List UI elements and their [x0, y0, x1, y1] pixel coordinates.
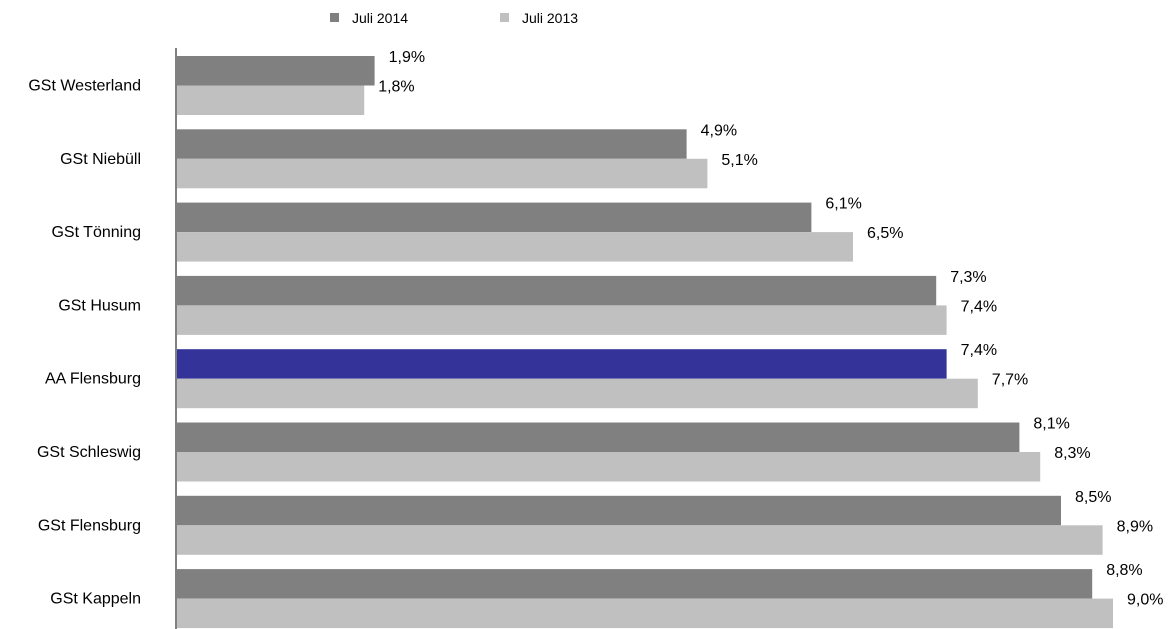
value-label-gst-westerland-juli-2014: 1,9%: [389, 49, 425, 66]
bar-gst-westerland-juli-2013: [177, 85, 365, 115]
bar-gst-toenning-juli-2013: [177, 232, 853, 262]
bar-gst-niebuell-juli-2014: [177, 129, 687, 159]
value-label-aa-flensburg-juli-2014: 7,4%: [961, 342, 997, 359]
value-label-gst-husum-juli-2013: 7,4%: [961, 298, 997, 315]
legend-label-juli-2014: Juli 2014: [352, 10, 408, 26]
bar-gst-kappeln-juli-2013: [177, 598, 1113, 629]
value-label-gst-niebuell-juli-2014: 4,9%: [701, 122, 737, 139]
bars: [177, 56, 1113, 629]
value-label-gst-westerland-juli-2013: 1,8%: [378, 79, 414, 96]
value-label-aa-flensburg-juli-2013: 7,7%: [992, 372, 1028, 389]
bar-gst-schleswig-juli-2014: [177, 422, 1020, 452]
legend: Juli 2014 Juli 2013: [330, 10, 578, 26]
legend-swatch-juli-2013: [500, 13, 509, 22]
bar-aa-flensburg-juli-2014: [177, 349, 947, 379]
bar-gst-flensburg-juli-2014: [177, 495, 1061, 526]
category-label-gst-kappeln: GSt Kappeln: [50, 591, 141, 608]
value-label-gst-kappeln-juli-2014: 8,8%: [1106, 562, 1142, 579]
bar-gst-niebuell-juli-2013: [177, 158, 708, 189]
bar-gst-husum-juli-2013: [177, 305, 947, 335]
value-label-gst-toenning-juli-2013: 6,5%: [867, 225, 903, 242]
category-label-gst-husum: GSt Husum: [58, 297, 141, 314]
category-label-gst-toenning: GSt Tönning: [51, 224, 141, 241]
category-label-gst-schleswig: GSt Schleswig: [37, 444, 141, 461]
category-label-gst-flensburg: GSt Flensburg: [38, 517, 141, 534]
value-labels: 1,9% 1,8% 4,9% 5,1% 6,1% 6,5% 7,3% 7,4% 7,4% 7,7%…: [378, 49, 1163, 609]
bar-gst-flensburg-juli-2013: [177, 525, 1103, 555]
category-label-aa-flensburg: AA Flensburg: [45, 371, 141, 388]
bar-gst-toenning-juli-2014: [177, 202, 812, 233]
value-label-gst-husum-juli-2014: 7,3%: [950, 269, 986, 286]
value-label-gst-schleswig-juli-2014: 8,1%: [1033, 416, 1069, 433]
value-label-gst-toenning-juli-2014: 6,1%: [825, 196, 861, 213]
bar-gst-westerland-juli-2014: [177, 56, 375, 86]
value-label-gst-flensburg-juli-2013: 8,9%: [1117, 518, 1153, 535]
legend-label-juli-2013: Juli 2013: [522, 10, 578, 26]
bar-gst-kappeln-juli-2014: [177, 569, 1093, 599]
category-labels: GSt Westerland GSt Niebüll GSt Tönning GSt …: [28, 78, 141, 608]
bar-aa-flensburg-juli-2013: [177, 378, 978, 409]
legend-swatch-juli-2014: [330, 13, 339, 22]
value-label-gst-schleswig-juli-2013: 8,3%: [1054, 445, 1090, 462]
value-label-gst-kappeln-juli-2013: 9,0%: [1127, 592, 1163, 609]
category-label-gst-niebuell: GSt Niebüll: [60, 151, 141, 168]
category-label-gst-westerland: GSt Westerland: [28, 78, 141, 95]
value-label-gst-flensburg-juli-2014: 8,5%: [1075, 489, 1111, 506]
value-label-gst-niebuell-juli-2013: 5,1%: [721, 152, 757, 169]
bar-gst-schleswig-juli-2013: [177, 452, 1041, 482]
bar-gst-husum-juli-2014: [177, 275, 937, 306]
